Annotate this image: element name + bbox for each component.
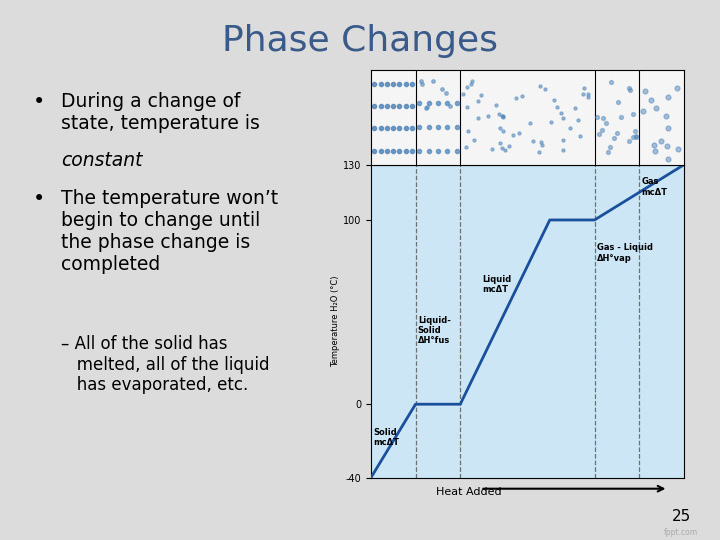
Text: Phase Changes: Phase Changes — [222, 24, 498, 58]
Text: – All of the solid has
   melted, all of the liquid
   has evaporated, etc.: – All of the solid has melted, all of th… — [61, 335, 270, 394]
Text: Liquid-
Solid
ΔH°fus: Liquid- Solid ΔH°fus — [418, 315, 451, 346]
Text: Gas - Liquid
ΔH°vap: Gas - Liquid ΔH°vap — [597, 244, 653, 263]
Text: •: • — [32, 189, 45, 209]
Text: Solid
mcΔT: Solid mcΔT — [373, 428, 399, 447]
Text: The temperature won’t
begin to change until
the phase change is
completed: The temperature won’t begin to change un… — [61, 189, 279, 274]
Text: Liquid
mcΔT: Liquid mcΔT — [482, 275, 512, 294]
Text: constant: constant — [61, 151, 143, 170]
Text: Gas
mcΔT: Gas mcΔT — [642, 177, 667, 197]
Text: Heat Added: Heat Added — [436, 488, 501, 497]
Text: 25: 25 — [672, 509, 691, 524]
Y-axis label: Temperature H₂O (°C): Temperature H₂O (°C) — [331, 275, 340, 367]
Text: •: • — [32, 92, 45, 112]
Text: fppt.com: fppt.com — [665, 528, 698, 537]
Text: During a change of
state, temperature is: During a change of state, temperature is — [61, 92, 260, 133]
